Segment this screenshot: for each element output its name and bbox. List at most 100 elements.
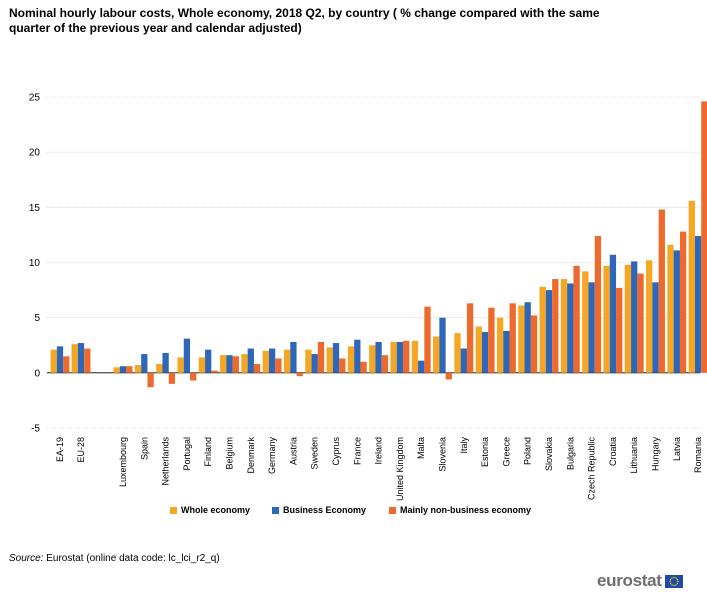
x-tick-label: Germany bbox=[267, 437, 277, 475]
bar-2-italy bbox=[466, 303, 474, 373]
legend-swatch bbox=[272, 506, 279, 514]
bar-2-latvia bbox=[679, 231, 687, 373]
bar-1-croatia bbox=[609, 254, 617, 373]
bar-0-estonia bbox=[475, 326, 482, 373]
x-tick-label: United Kingdom bbox=[395, 437, 405, 501]
bar-0-austria bbox=[283, 349, 291, 373]
bar-0-portugal bbox=[177, 357, 184, 373]
x-tick-label: EA-19 bbox=[55, 437, 65, 462]
bar-2-belgium bbox=[232, 356, 239, 373]
bar-0-poland bbox=[518, 305, 525, 373]
bar-2-netherlands bbox=[168, 372, 176, 384]
bar-1-slovakia bbox=[545, 290, 553, 373]
y-tick-label: 10 bbox=[29, 258, 41, 269]
legend-item-business-economy: Business Economy bbox=[272, 505, 366, 515]
bar-2-poland bbox=[530, 315, 538, 373]
bar-2-austria bbox=[296, 372, 303, 377]
bar-0-france bbox=[347, 346, 355, 373]
x-tick-label: Netherlands bbox=[161, 437, 171, 486]
bar-0-netherlands bbox=[156, 364, 163, 373]
bar-2-czech-republic bbox=[594, 236, 602, 373]
legend-label: Mainly non-business economy bbox=[400, 505, 532, 515]
bar-1-latvia bbox=[673, 250, 680, 373]
x-tick-label: Malta bbox=[416, 437, 426, 459]
source-label: Source: bbox=[9, 553, 44, 564]
x-tick-label: Slovenia bbox=[438, 437, 448, 472]
bar-0-lithuania bbox=[624, 264, 632, 373]
eurostat-logo: eurostat bbox=[597, 571, 683, 591]
bar-2-portugal bbox=[190, 372, 197, 381]
bar-0-slovakia bbox=[539, 286, 546, 373]
bar-0-italy bbox=[454, 333, 461, 373]
bar-0-united-kingdom bbox=[390, 341, 397, 373]
legend-swatch bbox=[389, 506, 396, 514]
bar-0-finland bbox=[198, 357, 206, 373]
legend-label: Business Economy bbox=[283, 505, 367, 515]
bar-1-eu-28 bbox=[77, 343, 85, 373]
x-tick-label: Slovakia bbox=[544, 437, 554, 471]
x-tick-label: Spain bbox=[139, 437, 149, 460]
bar-1-luxembourg bbox=[119, 366, 127, 373]
bar-2-lithuania bbox=[637, 273, 644, 373]
bar-2-luxembourg bbox=[126, 366, 133, 373]
y-axis-ticks: -5 0 5 10 15 20 25 bbox=[29, 93, 41, 435]
source-note: Source: Eurostat (online data code: lc_l… bbox=[9, 553, 220, 564]
y-tick-label: 15 bbox=[29, 203, 41, 214]
x-axis-labels: EA-19 EU-28 Luxembourg Spain Netherlands Port… bbox=[55, 437, 703, 502]
x-tick-label: Cyprus bbox=[331, 437, 341, 466]
x-tick-label: France bbox=[352, 437, 362, 465]
bar-1-hungary bbox=[652, 282, 659, 373]
bar-0-denmark bbox=[241, 354, 248, 373]
bar-1-belgium bbox=[226, 355, 233, 373]
bar-0-croatia bbox=[603, 265, 610, 373]
bar-0-hungary bbox=[646, 260, 653, 373]
x-tick-label: Ireland bbox=[374, 437, 384, 465]
x-tick-label: Austria bbox=[288, 437, 298, 465]
bar-1-lithuania bbox=[631, 261, 638, 373]
bar-1-portugal bbox=[183, 338, 191, 373]
bar-2-spain bbox=[147, 372, 154, 388]
bar-1-italy bbox=[460, 348, 467, 373]
bar-1-spain bbox=[141, 354, 148, 373]
bar-2-bulgaria bbox=[573, 265, 580, 373]
bar-0-malta bbox=[411, 340, 419, 373]
bar-0-bulgaria bbox=[560, 279, 568, 373]
x-tick-label: Latvia bbox=[672, 437, 682, 461]
bar-2-slovenia bbox=[445, 372, 452, 380]
bar-2-denmark bbox=[253, 364, 261, 373]
bar-1-romania bbox=[694, 236, 702, 373]
bar-1-denmark bbox=[247, 348, 254, 373]
bar-2-sweden bbox=[317, 341, 325, 373]
x-tick-label: Lithuania bbox=[629, 437, 639, 474]
bar-1-estonia bbox=[481, 332, 489, 373]
source-text: Eurostat (online data code: lc_lci_r2_q) bbox=[43, 553, 220, 564]
bar-2-united-kingdom bbox=[403, 340, 410, 373]
bar-1-poland bbox=[524, 302, 531, 373]
bar-2-ireland bbox=[381, 355, 389, 373]
bar-0-greece bbox=[496, 317, 504, 373]
bar-0-luxembourg bbox=[113, 367, 120, 373]
x-tick-label: Romania bbox=[693, 437, 703, 473]
bar-1-greece bbox=[503, 330, 510, 373]
chart-title: Nominal hourly labour costs, Whole econo… bbox=[9, 6, 600, 35]
bar-2-cyprus bbox=[339, 358, 346, 373]
x-tick-label: EU-28 bbox=[76, 437, 86, 463]
y-tick-label: 25 bbox=[29, 93, 41, 104]
bar-1-sweden bbox=[311, 354, 318, 373]
x-tick-label: Belgium bbox=[225, 437, 235, 470]
bar-1-malta bbox=[418, 360, 425, 373]
bar-2-romania bbox=[701, 101, 707, 373]
bar-0-ea-19 bbox=[50, 349, 57, 373]
bar-0-romania bbox=[688, 200, 695, 373]
gridlines bbox=[47, 96, 700, 429]
bar-2-malta bbox=[424, 306, 431, 373]
x-tick-label: Poland bbox=[523, 437, 533, 465]
y-tick-label: 5 bbox=[34, 313, 40, 324]
bar-1-netherlands bbox=[162, 352, 169, 373]
x-tick-label: Luxembourg bbox=[118, 437, 128, 487]
legend-label: Whole economy bbox=[181, 505, 251, 515]
x-tick-label: Denmark bbox=[246, 437, 256, 474]
bar-0-belgium bbox=[220, 355, 227, 373]
x-tick-label: Czech Republic bbox=[587, 437, 597, 501]
